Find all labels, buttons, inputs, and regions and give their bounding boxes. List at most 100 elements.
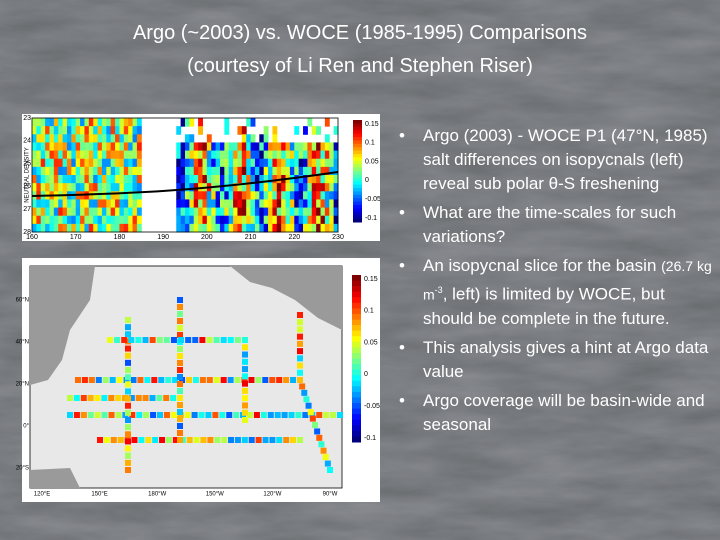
heat-cell bbox=[246, 166, 252, 176]
heat-cell bbox=[101, 207, 107, 217]
heat-cell bbox=[289, 158, 295, 168]
heat-cell bbox=[202, 207, 208, 217]
heat-cell bbox=[128, 166, 134, 176]
heat-cell bbox=[198, 142, 203, 152]
heat-cell bbox=[110, 142, 116, 152]
heat-cell bbox=[303, 199, 308, 209]
heat-cell bbox=[268, 215, 273, 225]
track-cell bbox=[143, 412, 150, 418]
heat-cell bbox=[88, 118, 94, 127]
heat-cell bbox=[241, 166, 247, 176]
heat-cell bbox=[128, 223, 134, 233]
heat-cell bbox=[276, 158, 282, 168]
track-cell bbox=[125, 431, 131, 438]
heat-cell bbox=[106, 223, 112, 233]
heat-cell bbox=[311, 175, 317, 184]
track-cell bbox=[297, 340, 303, 347]
heat-cell bbox=[32, 166, 37, 176]
heat-cell bbox=[198, 118, 203, 127]
heat-cell bbox=[123, 150, 129, 160]
heat-cell bbox=[241, 215, 247, 225]
heat-cell bbox=[281, 166, 287, 176]
heat-cell bbox=[136, 199, 142, 209]
heat-cell bbox=[88, 183, 94, 192]
heat-cell bbox=[224, 118, 230, 127]
heat-cell bbox=[215, 199, 221, 209]
heat-cell bbox=[71, 183, 77, 192]
subtitle: (courtesy of Li Ren and Stephen Riser) bbox=[187, 55, 533, 77]
heat-cell bbox=[136, 126, 142, 135]
heat-cell bbox=[185, 183, 190, 192]
heat-cell bbox=[206, 166, 212, 176]
heat-cell bbox=[88, 150, 94, 160]
heat-cell bbox=[250, 150, 256, 160]
heat-cell bbox=[58, 183, 64, 192]
heat-cell bbox=[333, 207, 339, 217]
heat-cell bbox=[246, 134, 252, 143]
lon-label: 120°W bbox=[263, 492, 281, 498]
heat-cell bbox=[228, 150, 234, 160]
heat-cell bbox=[294, 158, 300, 168]
heat-cell bbox=[316, 175, 322, 184]
heat-cell bbox=[298, 150, 304, 160]
heat-cell bbox=[307, 142, 313, 152]
heat-cell bbox=[206, 199, 212, 209]
heat-cell bbox=[193, 183, 199, 192]
heat-cell bbox=[97, 215, 103, 225]
heat-cell bbox=[311, 158, 317, 168]
heat-cell bbox=[272, 142, 278, 152]
heat-cell bbox=[123, 191, 129, 200]
heat-cell bbox=[206, 158, 212, 168]
heat-cell bbox=[97, 183, 103, 192]
heat-cell bbox=[128, 199, 134, 209]
heat-cell bbox=[320, 150, 326, 160]
heat-cell bbox=[75, 134, 81, 143]
track-cell bbox=[242, 373, 248, 380]
heat-cell bbox=[324, 134, 330, 143]
heat-cell bbox=[110, 118, 116, 127]
heat-cell bbox=[307, 118, 313, 127]
heat-cell bbox=[49, 150, 55, 160]
heat-cell bbox=[233, 166, 238, 176]
heat-cell bbox=[49, 158, 55, 168]
colorbar-cell bbox=[353, 208, 362, 213]
heat-cell bbox=[254, 207, 260, 217]
heat-cell bbox=[285, 191, 291, 200]
heat-cell bbox=[215, 166, 221, 176]
heat-cell bbox=[75, 223, 81, 233]
heat-cell bbox=[180, 118, 186, 127]
track-cell bbox=[130, 377, 137, 383]
heat-cell bbox=[62, 215, 68, 225]
heat-cell bbox=[71, 175, 77, 184]
track-cell bbox=[255, 377, 262, 383]
heat-cell bbox=[324, 150, 330, 160]
heat-cell bbox=[320, 223, 326, 233]
heat-cell bbox=[303, 223, 308, 233]
heat-cell bbox=[106, 142, 112, 152]
heat-cell bbox=[224, 158, 230, 168]
heat-cell bbox=[49, 199, 55, 209]
track-cell bbox=[327, 467, 333, 473]
heat-cell bbox=[132, 175, 138, 184]
track-cell bbox=[242, 380, 248, 387]
heat-cell bbox=[224, 183, 230, 192]
heat-cell bbox=[62, 199, 68, 209]
track-cell bbox=[157, 412, 163, 418]
heat-cell bbox=[123, 118, 129, 127]
colorbar-cell bbox=[352, 414, 361, 421]
heat-cell bbox=[215, 207, 221, 217]
heat-cell bbox=[316, 166, 322, 176]
heat-cell bbox=[123, 166, 129, 176]
track-cell bbox=[80, 395, 87, 401]
heat-cell bbox=[237, 183, 243, 192]
heat-cell bbox=[272, 223, 278, 233]
colorbar-cell bbox=[353, 198, 362, 203]
heat-cell bbox=[115, 158, 120, 168]
track-cell bbox=[121, 337, 128, 343]
heat-cell bbox=[49, 207, 55, 217]
heat-cell bbox=[71, 207, 77, 217]
heat-cell bbox=[110, 134, 116, 143]
heat-cell bbox=[45, 215, 50, 225]
bullet: Argo (2003) - WOCE P1 (47°N, 1985) salt … bbox=[399, 124, 717, 196]
track-cell bbox=[115, 395, 122, 401]
